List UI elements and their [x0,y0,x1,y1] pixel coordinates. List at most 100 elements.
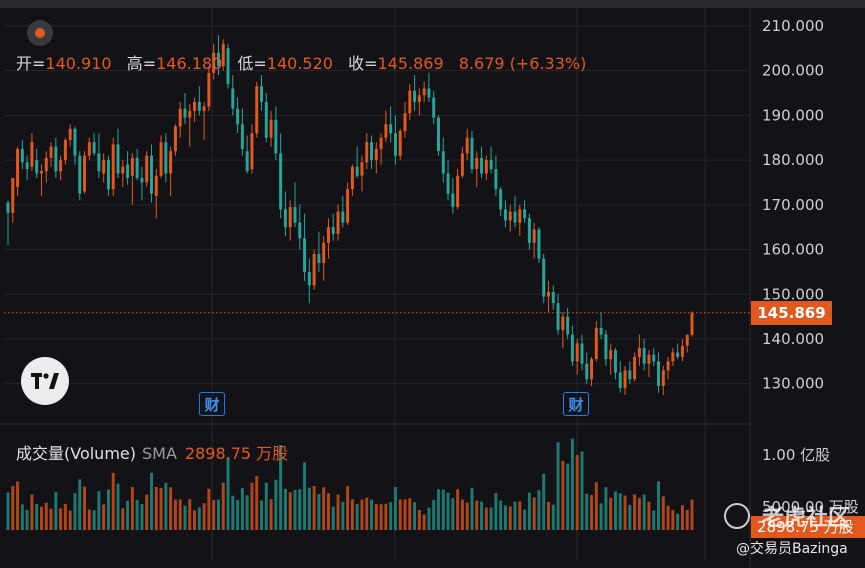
candle-body [647,354,651,364]
candle-body [49,146,53,158]
candle-body [212,52,216,73]
volume-bar [298,489,302,530]
candle-body [169,151,173,174]
volume-bar [551,504,555,530]
candle-body [580,343,584,364]
candle-body [508,211,512,221]
candle-body [25,162,29,170]
volume-bar [403,499,407,530]
volume-bar [422,514,426,530]
earnings-marker-2[interactable]: 财 [563,392,589,416]
volume-bar [398,499,402,530]
volume-bar [585,493,589,530]
volume-bar [465,502,469,530]
candle-body [283,209,287,228]
volume-bar [35,504,39,530]
candle-body [326,227,330,243]
tradingview-logo-icon[interactable] [21,357,69,405]
volume-bar [532,497,536,530]
volume-bar [671,510,675,530]
volume-bar [661,496,665,530]
volume-bar [197,507,201,530]
volume-bar [331,506,335,530]
candle-body [542,258,546,297]
volume-bar [685,509,689,530]
volume-bar [20,504,24,530]
candle-body [135,157,139,178]
candle-body [87,142,91,156]
volume-bar [537,490,541,530]
volume-bar [260,500,263,530]
candle-body [293,207,297,223]
volume-bar [542,473,546,530]
volume-bar [518,501,522,530]
candle-body [54,146,58,172]
candle-body [599,327,603,335]
candle-body [16,148,20,187]
volume-bar [393,487,397,530]
volume-last-tag: 2898.75 万股 [751,516,865,538]
volume-bar [360,499,364,530]
candle-body [594,327,598,360]
volume-bar [460,499,464,530]
volume-bar [150,472,153,530]
volume-bar [523,509,527,530]
candle-body [532,229,536,243]
candle-body [652,354,656,362]
status-dot-icon[interactable] [27,20,53,46]
volume-bar [16,481,20,530]
candle-body [231,88,235,109]
volume-bar [566,463,570,530]
volume-bar [293,489,297,530]
earnings-marker-1[interactable]: 财 [199,392,225,416]
candle-body [570,334,574,362]
volume-bar [389,502,393,530]
volume-bar [87,509,91,530]
volume-bar [417,509,421,530]
high-value: 146.180 [156,54,223,73]
volume-bar [637,497,641,530]
candle-body [20,148,24,163]
candle-body [575,343,579,362]
candle-body [451,193,455,208]
candle-body [312,254,316,286]
candle-body [389,124,393,134]
volume-bar [503,505,507,530]
candle-body [102,160,106,174]
volume-bar [570,438,574,530]
candle-body [637,347,641,357]
volume-bar [676,513,680,530]
volume-bar [212,500,216,530]
candle-body [83,155,87,192]
volume-bar [484,507,488,530]
y-tick-label: 150.000 [762,285,824,303]
candle-body [236,108,240,125]
candle-body [480,157,484,174]
candle-body [97,153,101,172]
candle-body [398,131,402,156]
volume-bar [188,499,192,530]
volume-bar [44,502,48,530]
candle-body [422,88,426,96]
candle-body [6,202,10,213]
candle-body [116,144,120,174]
volume-bar [657,481,661,530]
candle-body [489,160,493,170]
volume-bar [575,455,579,530]
candle-body [384,124,388,138]
volume-bar [92,510,96,530]
watermark-brand: 老虎社区 [762,506,851,531]
volume-bar [604,487,608,530]
volume-bar [326,493,330,530]
candle-body [633,356,637,380]
volume-bar [547,501,550,530]
candle-body [63,139,67,161]
candle-body [475,157,479,170]
volume-bar [116,483,120,530]
high-label: 高= [126,54,157,73]
candle-body [547,292,550,297]
candle-body [150,155,153,194]
candle-body [317,254,321,263]
volume-bar [312,486,316,530]
